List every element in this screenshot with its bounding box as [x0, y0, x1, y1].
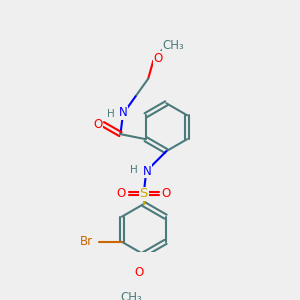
Text: CH₃: CH₃ [163, 40, 184, 52]
Text: N: N [118, 106, 127, 119]
Text: N: N [143, 165, 152, 178]
Text: O: O [134, 266, 143, 279]
Text: H: H [130, 165, 137, 175]
Text: O: O [162, 188, 171, 200]
Text: Br: Br [80, 235, 93, 248]
Text: O: O [116, 188, 126, 200]
Text: O: O [93, 118, 102, 130]
Text: CH₃: CH₃ [120, 291, 142, 300]
Text: O: O [154, 52, 163, 65]
Text: S: S [140, 188, 148, 200]
Text: H: H [106, 109, 114, 119]
